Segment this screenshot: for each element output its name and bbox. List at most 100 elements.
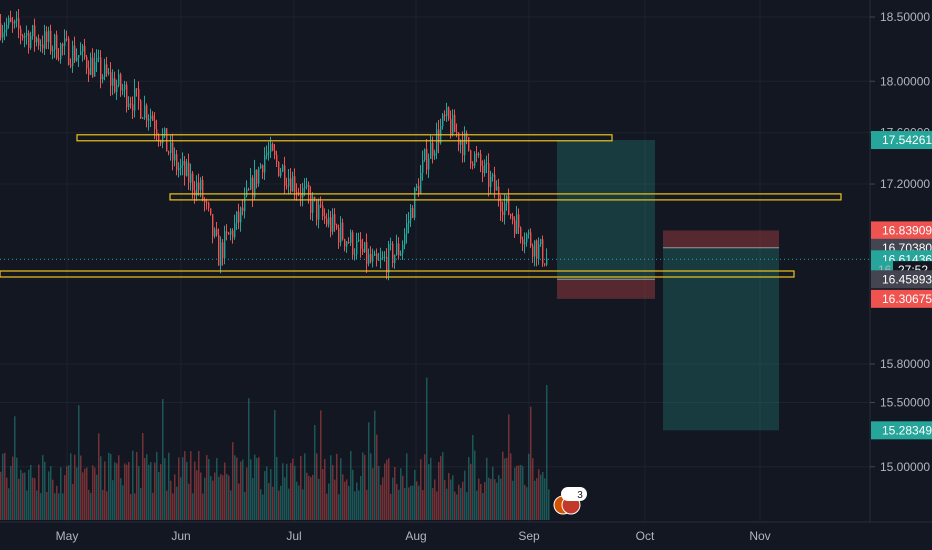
volume-bar: [292, 458, 294, 520]
volume-bar: [4, 452, 6, 520]
candle-body: [256, 169, 258, 184]
volume-bar: [438, 462, 440, 520]
volume-bar: [524, 484, 526, 520]
volume-bar: [150, 462, 152, 520]
volume-bar: [456, 494, 458, 520]
candle: [20, 25, 22, 45]
candle-body: [262, 165, 264, 173]
candle-body: [474, 153, 476, 166]
candle-body: [10, 17, 12, 22]
candle-body: [302, 188, 304, 198]
candle: [376, 248, 378, 267]
candle-body: [400, 253, 402, 256]
candle: [468, 137, 470, 152]
candle: [226, 224, 228, 241]
candle-body: [134, 88, 136, 111]
candle-body: [390, 243, 392, 245]
candle: [298, 187, 300, 197]
candle: [236, 211, 238, 231]
candle-body: [508, 195, 510, 215]
volume-bar: [148, 464, 150, 520]
candle: [408, 212, 410, 234]
candle: [262, 164, 264, 179]
price-tag[interactable]: 16.30675: [871, 289, 932, 308]
candle-body: [360, 239, 362, 249]
volume-bar: [246, 467, 248, 520]
candle-body: [214, 229, 216, 237]
volume-bar: [384, 463, 386, 520]
volume-bar: [322, 469, 324, 520]
candle: [120, 72, 122, 97]
volume-bars: [0, 377, 550, 520]
candle-body: [240, 207, 242, 223]
volume-bar: [356, 482, 358, 520]
candle-body: [500, 200, 502, 212]
support-resistance-box[interactable]: [0, 270, 795, 278]
candle: [180, 158, 182, 176]
volume-bar: [432, 488, 434, 520]
support-resistance-box[interactable]: [169, 193, 842, 201]
candle-body: [492, 174, 494, 177]
candle-body: [348, 241, 350, 243]
candle: [34, 18, 36, 52]
candle-body: [16, 18, 18, 21]
volume-bar: [396, 483, 398, 520]
candle-body: [464, 133, 466, 156]
volume-bar: [442, 452, 444, 520]
support-resistance-box[interactable]: [76, 134, 613, 142]
candle: [202, 175, 204, 202]
candle: [320, 196, 322, 208]
candle-body: [226, 231, 228, 233]
candle: [430, 134, 432, 159]
volume-bar: [86, 467, 88, 520]
candle-body: [444, 114, 446, 117]
time-axis[interactable]: May Jun Jul Aug Sep Oct Nov: [0, 521, 932, 550]
candle: [294, 168, 296, 200]
candle-body: [114, 78, 116, 93]
price-tag[interactable]: 15.28349: [871, 421, 932, 440]
event-flags[interactable]: 3: [553, 487, 587, 515]
candle: [528, 229, 530, 239]
candle-body: [222, 242, 224, 259]
time-tick-label: Sep: [518, 529, 540, 543]
volume-bar: [514, 467, 516, 520]
candle: [110, 62, 112, 96]
candle-body: [468, 137, 470, 151]
candle-body: [104, 64, 106, 77]
candle-body: [150, 115, 152, 119]
price-tick-label: 18.50000: [880, 10, 930, 24]
volume-bar: [362, 452, 364, 520]
volume-bar: [358, 490, 360, 520]
volume-bar: [274, 410, 276, 520]
candle: [56, 30, 58, 60]
price-axis[interactable]: 18.5000018.0000017.6000017.2000015.80000…: [869, 0, 932, 550]
position-tools[interactable]: [557, 140, 779, 431]
candle: [534, 240, 536, 267]
candle: [464, 126, 466, 163]
candle: [162, 128, 164, 149]
volume-bar: [530, 406, 532, 520]
candle-body: [482, 166, 484, 174]
volume-bar: [22, 472, 24, 520]
candle-body: [460, 140, 462, 145]
volume-bar: [210, 476, 212, 520]
candle: [72, 40, 74, 73]
candle-body: [296, 192, 298, 194]
volume-bar: [32, 477, 34, 520]
candle: [338, 224, 340, 249]
price-tag[interactable]: 16.45893: [871, 270, 932, 289]
candle-body: [278, 161, 280, 176]
price-tag[interactable]: 16.83909: [871, 221, 932, 240]
volume-bar: [304, 453, 306, 520]
volume-bar: [392, 477, 394, 520]
price-tag-label: 16.30675: [882, 292, 932, 306]
candle: [156, 119, 158, 141]
candle-body: [164, 128, 166, 134]
candle: [158, 133, 160, 147]
candle: [130, 96, 132, 109]
candle: [30, 31, 32, 50]
price-tag[interactable]: 17.54261: [871, 131, 932, 150]
candle-body: [2, 32, 4, 38]
horizontal-levels[interactable]: [0, 134, 842, 278]
